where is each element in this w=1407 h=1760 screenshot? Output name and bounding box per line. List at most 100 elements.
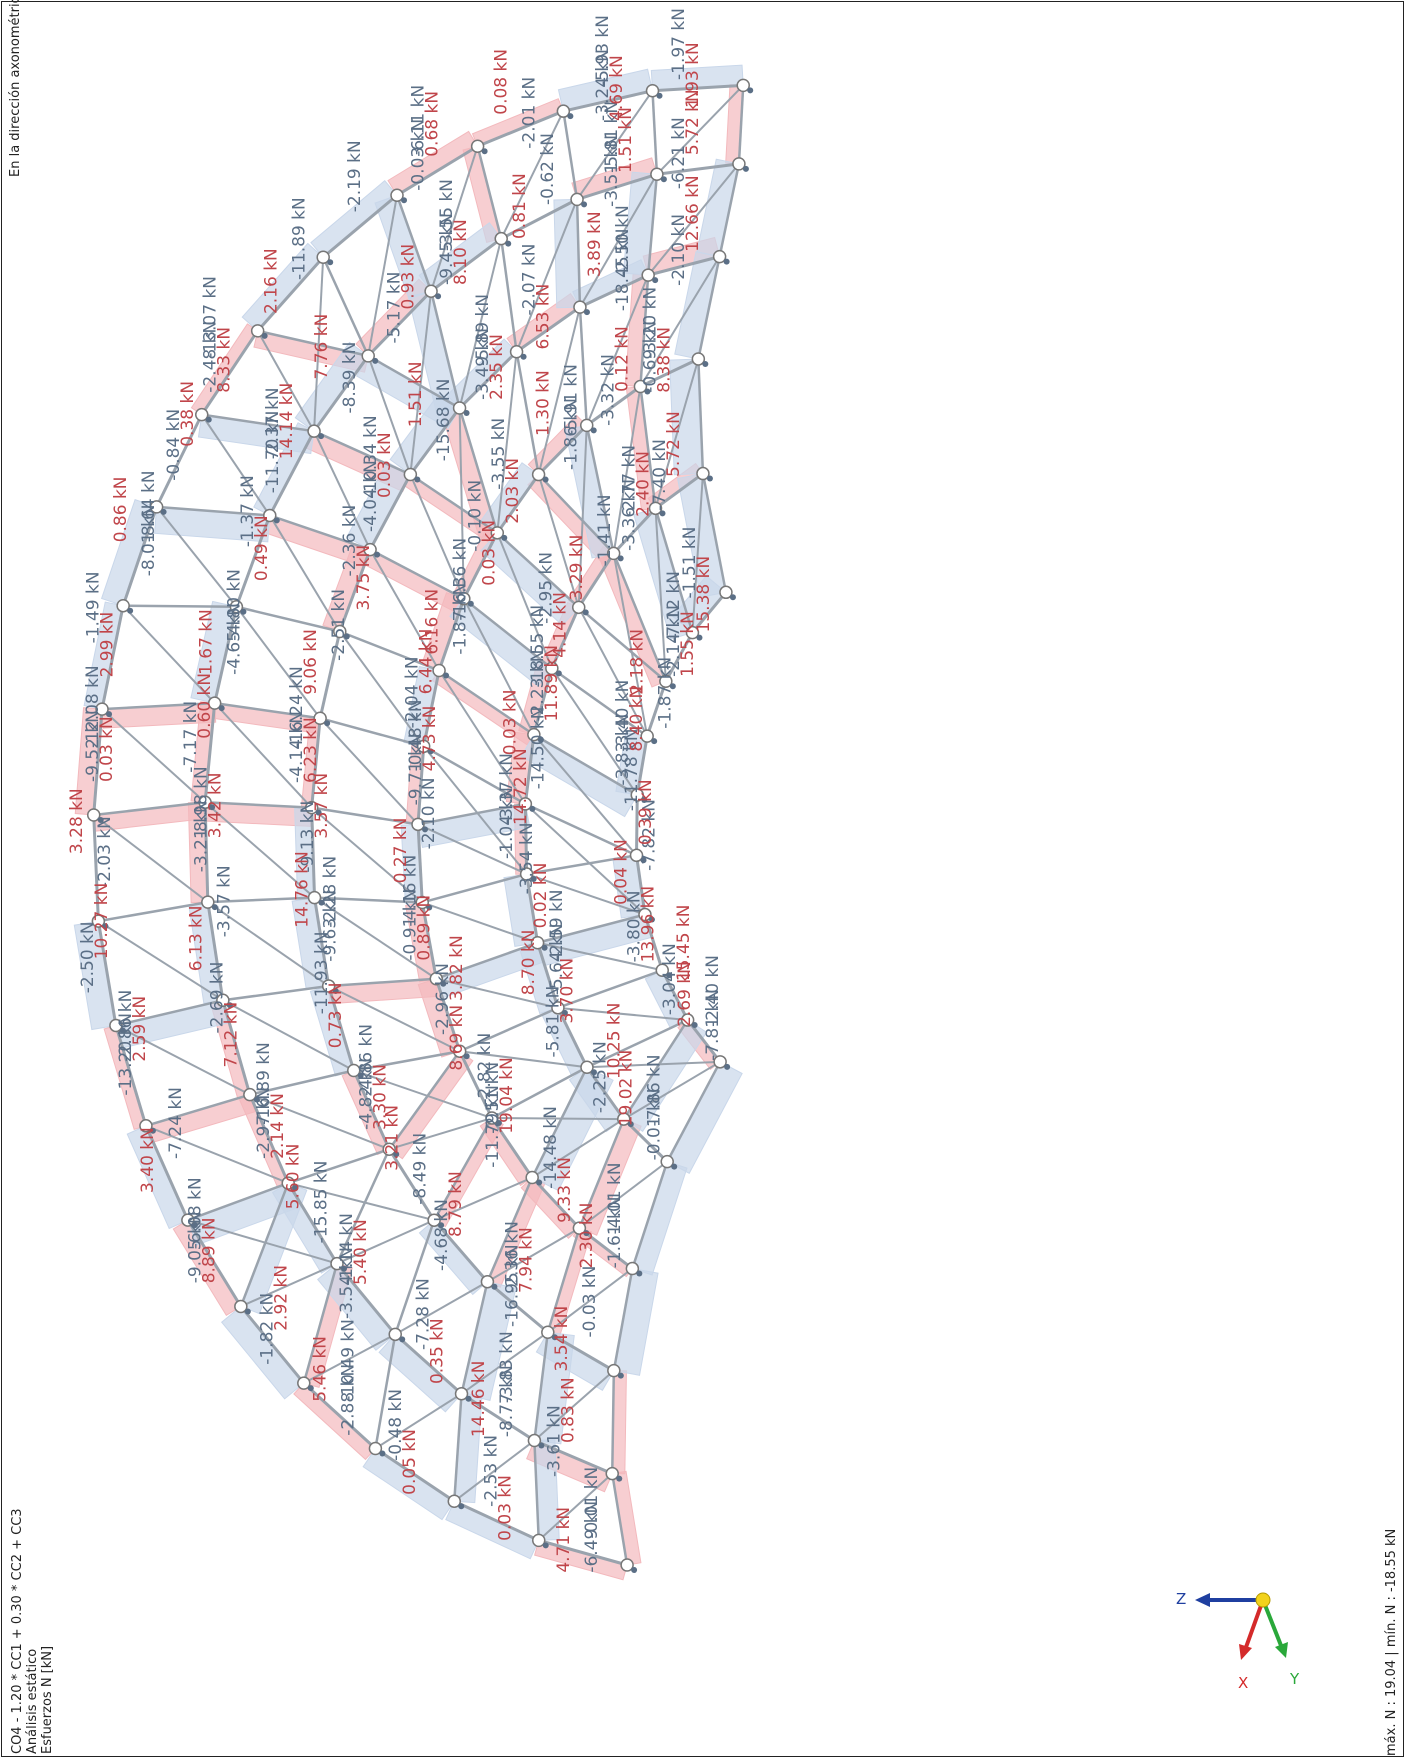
node-icon[interactable]: [427, 1213, 441, 1227]
diagonal-member[interactable]: [367, 195, 399, 357]
diagonal-member[interactable]: [538, 1472, 613, 1542]
meridian-member[interactable]: [156, 505, 270, 517]
node-icon[interactable]: [470, 139, 485, 154]
meridian-member[interactable]: [328, 977, 437, 988]
node-icon[interactable]: [281, 1176, 295, 1190]
node-icon[interactable]: [429, 971, 444, 986]
node-icon[interactable]: [432, 663, 446, 678]
diagonal-member[interactable]: [533, 733, 638, 856]
node-icon[interactable]: [243, 1087, 257, 1102]
node-icon[interactable]: [607, 1363, 621, 1378]
ring-member[interactable]: [538, 1538, 628, 1567]
ring-member[interactable]: [462, 532, 499, 600]
node-icon[interactable]: [390, 188, 404, 203]
meridian-member[interactable]: [533, 1440, 540, 1541]
ring-member[interactable]: [121, 506, 159, 607]
node-icon[interactable]: [368, 1441, 383, 1456]
node-icon[interactable]: [580, 1060, 594, 1075]
diagonal-member[interactable]: [647, 163, 740, 276]
meridian-member[interactable]: [257, 329, 369, 358]
node-icon[interactable]: [490, 526, 505, 540]
ring-member[interactable]: [536, 942, 560, 1009]
meridian-member[interactable]: [612, 552, 667, 682]
node-icon[interactable]: [680, 1013, 695, 1027]
meridian-member[interactable]: [737, 85, 745, 164]
node-icon[interactable]: [696, 466, 710, 481]
meridian-member[interactable]: [459, 1006, 559, 1053]
node-icon[interactable]: [447, 1494, 462, 1509]
meridian-member[interactable]: [222, 984, 329, 1002]
meridian-member[interactable]: [537, 913, 646, 944]
diagonal-member[interactable]: [531, 1118, 625, 1179]
diagonal-member[interactable]: [222, 999, 355, 1072]
meridian-member[interactable]: [269, 514, 371, 551]
node-icon[interactable]: [382, 1142, 396, 1156]
node-icon[interactable]: [195, 407, 209, 422]
node-icon[interactable]: [216, 993, 230, 1008]
diagonal-member[interactable]: [207, 901, 330, 987]
meridian-member[interactable]: [187, 1181, 289, 1222]
node-icon[interactable]: [571, 600, 586, 615]
meridian-member[interactable]: [697, 358, 705, 474]
meridian-member[interactable]: [646, 174, 659, 276]
node-icon[interactable]: [304, 800, 319, 815]
ring-member[interactable]: [550, 606, 581, 670]
ring-member[interactable]: [368, 473, 412, 551]
meridian-member[interactable]: [460, 1281, 489, 1395]
node-icon[interactable]: [198, 795, 212, 810]
meridian-member[interactable]: [639, 386, 657, 509]
node-icon[interactable]: [579, 418, 594, 433]
diagonal-member[interactable]: [576, 90, 654, 200]
ring-member[interactable]: [515, 305, 581, 353]
node-icon[interactable]: [650, 167, 664, 182]
diagonal-member[interactable]: [612, 386, 642, 554]
ring-member[interactable]: [327, 985, 356, 1071]
node-icon[interactable]: [363, 542, 377, 557]
diagonal-member[interactable]: [336, 1219, 435, 1265]
ring-member[interactable]: [563, 89, 653, 113]
meridian-member[interactable]: [123, 604, 237, 609]
meridian-member[interactable]: [622, 1019, 689, 1120]
meridian-member[interactable]: [367, 354, 461, 410]
ring-member[interactable]: [155, 413, 204, 508]
meridian-member[interactable]: [537, 473, 615, 555]
diagonal-member[interactable]: [585, 274, 650, 426]
meridian-member[interactable]: [409, 473, 498, 534]
ring-member[interactable]: [352, 1069, 391, 1150]
ring-member[interactable]: [92, 814, 100, 922]
node-icon[interactable]: [207, 696, 222, 710]
diagonal-member[interactable]: [491, 1117, 624, 1121]
meridian-member[interactable]: [335, 1148, 391, 1265]
diagonal-member[interactable]: [533, 1369, 615, 1442]
node-icon[interactable]: [250, 324, 265, 338]
ring-member[interactable]: [374, 1447, 456, 1503]
diagonal-member[interactable]: [93, 814, 209, 903]
node-icon[interactable]: [307, 890, 322, 905]
node-icon[interactable]: [95, 702, 109, 716]
ring-member[interactable]: [312, 354, 370, 433]
diagonal-member[interactable]: [122, 605, 216, 704]
meridian-member[interactable]: [417, 802, 526, 826]
node-icon[interactable]: [655, 963, 670, 978]
diagonal-member[interactable]: [145, 1124, 289, 1185]
node-icon[interactable]: [605, 1466, 619, 1481]
diagonal-member[interactable]: [577, 606, 649, 737]
node-icon[interactable]: [640, 729, 654, 743]
node-icon[interactable]: [732, 157, 746, 171]
ring-member[interactable]: [531, 1176, 581, 1230]
diagonal-member[interactable]: [500, 110, 565, 240]
meridian-member[interactable]: [557, 969, 663, 1010]
node-icon[interactable]: [229, 600, 244, 614]
ring-member[interactable]: [460, 1392, 536, 1442]
node-icon[interactable]: [452, 1044, 467, 1058]
meridian-member[interactable]: [697, 256, 721, 360]
meridian-member[interactable]: [353, 1049, 460, 1072]
ring-member[interactable]: [656, 162, 740, 176]
meridian-member[interactable]: [433, 1117, 494, 1221]
ring-member[interactable]: [647, 255, 720, 277]
node-icon[interactable]: [361, 349, 375, 363]
meridian-member[interactable]: [145, 1093, 251, 1127]
node-icon[interactable]: [201, 895, 215, 909]
meridian-member[interactable]: [496, 531, 580, 609]
ring-member[interactable]: [203, 802, 210, 903]
